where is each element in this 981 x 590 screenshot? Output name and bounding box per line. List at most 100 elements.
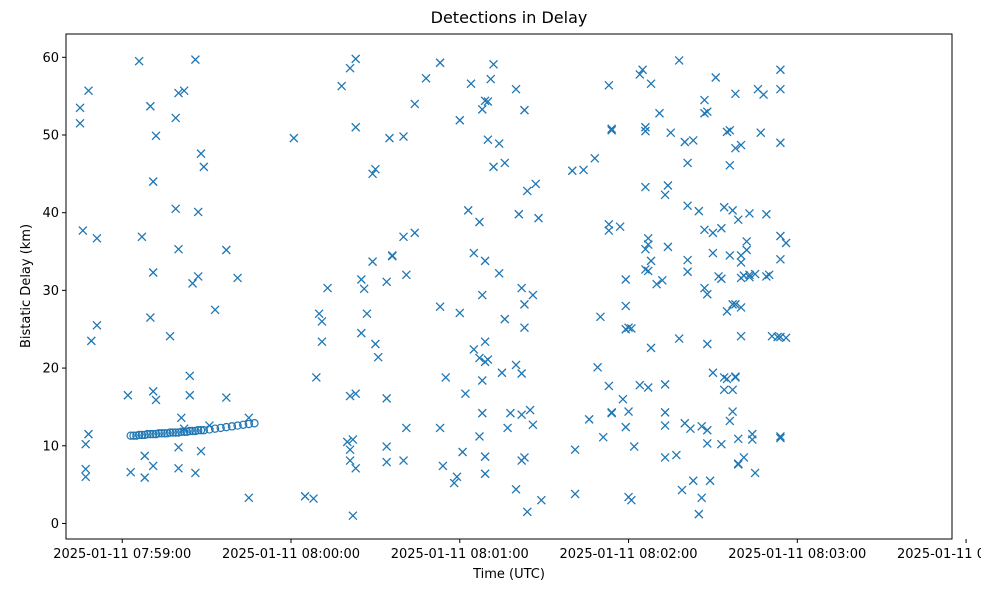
- detection-point: [694, 206, 704, 216]
- y-axis: 0 10 20 30 40 50 60: [42, 51, 66, 532]
- detection-point: [536, 495, 546, 505]
- detection-point: [745, 209, 754, 218]
- detection-point: [702, 425, 712, 435]
- detection-point: [179, 86, 189, 96]
- detection-point: [148, 268, 158, 277]
- y-tick-label: 10: [42, 439, 59, 454]
- detection-point: [401, 423, 411, 433]
- detection-point: [759, 90, 769, 100]
- track-point: [168, 428, 178, 437]
- detection-point: [638, 65, 648, 75]
- detection-point: [567, 166, 577, 176]
- detection-point: [700, 108, 709, 118]
- detection-point: [126, 467, 136, 477]
- detection-point: [123, 390, 133, 400]
- detection-point: [520, 299, 529, 309]
- detection-point: [607, 124, 617, 134]
- detection-point: [174, 88, 183, 98]
- track-point: [250, 419, 259, 428]
- detection-point: [359, 284, 369, 294]
- detection-point: [595, 312, 605, 322]
- detection-point: [480, 256, 490, 266]
- detection-point: [221, 245, 231, 255]
- detection-point: [480, 469, 490, 479]
- detection-point: [624, 407, 633, 417]
- detection-point: [700, 95, 709, 105]
- detection-point: [511, 484, 521, 494]
- detection-point: [733, 459, 743, 469]
- detection-point: [716, 223, 726, 233]
- detection-point: [483, 97, 493, 107]
- detection-point: [643, 240, 653, 250]
- track-point: [196, 426, 206, 435]
- detection-point: [435, 423, 445, 433]
- detection-point: [531, 179, 541, 189]
- detection-point: [483, 135, 493, 145]
- detection-point: [708, 368, 718, 378]
- detection-point: [677, 485, 687, 495]
- detection-point: [728, 407, 738, 417]
- detection-point: [520, 105, 529, 115]
- detection-point: [503, 423, 513, 433]
- detection-point: [604, 226, 614, 236]
- detection-point: [722, 306, 732, 316]
- detection-point: [657, 275, 667, 285]
- detection-point: [480, 452, 490, 462]
- detection-point: [626, 495, 636, 505]
- detection-point: [705, 476, 715, 486]
- detection-point: [680, 137, 690, 147]
- detection-point: [688, 476, 698, 486]
- detection-point: [435, 58, 445, 68]
- detection-point: [775, 65, 785, 75]
- detection-point: [458, 447, 468, 457]
- detection-point: [528, 290, 538, 300]
- detection-point: [314, 309, 324, 319]
- detection-point: [348, 435, 358, 445]
- detection-point: [570, 445, 580, 455]
- detection-point: [674, 334, 684, 344]
- detection-point: [708, 228, 718, 238]
- detection-point: [193, 207, 203, 217]
- detection-point: [348, 511, 358, 521]
- detection-point: [176, 413, 186, 423]
- detection-point: [646, 343, 656, 353]
- detection-point: [517, 410, 527, 420]
- detection-point: [719, 202, 729, 212]
- detection-point: [145, 313, 155, 323]
- track-point: [154, 429, 164, 438]
- detection-point: [382, 442, 392, 452]
- detection-point: [570, 489, 580, 499]
- detection-point: [635, 380, 645, 390]
- detection-point: [323, 283, 333, 293]
- detection-point: [640, 122, 650, 132]
- detection-point: [477, 290, 487, 300]
- track-point: [129, 431, 138, 440]
- detection-point: [719, 385, 729, 395]
- detection-point: [84, 429, 93, 439]
- detection-point: [514, 209, 524, 219]
- track-point: [185, 426, 194, 436]
- detection-point: [660, 452, 670, 462]
- detection-point: [716, 439, 726, 449]
- track-point: [157, 429, 166, 438]
- detection-point: [593, 362, 603, 372]
- detection-point: [317, 337, 327, 347]
- detection-point: [382, 457, 392, 467]
- detection-point: [500, 158, 510, 168]
- detection-point: [145, 101, 155, 111]
- detection-point: [629, 442, 639, 452]
- detection-point: [666, 128, 676, 138]
- detection-point: [694, 509, 704, 519]
- x-tick-label: 2025-01-11 08:02:00: [560, 547, 698, 562]
- track-point: [126, 431, 135, 440]
- detection-point: [399, 232, 408, 242]
- detection-point: [719, 372, 729, 382]
- detection-point: [711, 73, 721, 82]
- detection-point: [775, 84, 785, 94]
- detection-point: [188, 278, 198, 288]
- detection-point: [351, 54, 361, 64]
- detection-point: [604, 381, 614, 391]
- detection-point: [775, 431, 785, 441]
- detection-point: [700, 225, 709, 235]
